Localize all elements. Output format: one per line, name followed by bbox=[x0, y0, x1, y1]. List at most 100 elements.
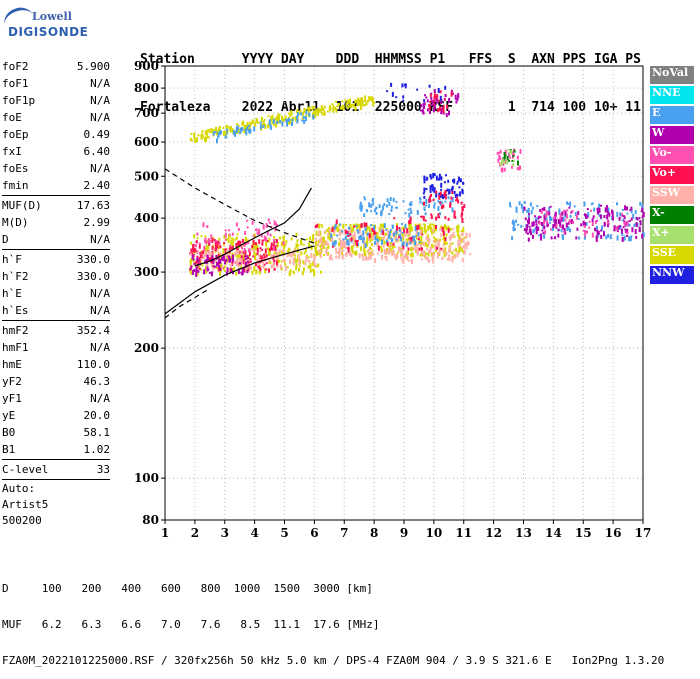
echo-point bbox=[526, 224, 529, 228]
param-row: M(D) 2.99 bbox=[2, 214, 110, 231]
echo-point bbox=[249, 265, 252, 270]
echo-point bbox=[570, 219, 573, 224]
echo-point bbox=[293, 258, 296, 261]
echo-point bbox=[263, 263, 266, 266]
echo-point bbox=[196, 237, 199, 240]
echo-point bbox=[192, 244, 195, 246]
echo-point bbox=[425, 253, 428, 255]
echo-point bbox=[606, 205, 609, 208]
echo-point bbox=[189, 137, 192, 141]
echo-point bbox=[630, 206, 633, 210]
echo-point bbox=[421, 252, 424, 257]
echo-point bbox=[284, 259, 287, 262]
echo-point bbox=[583, 224, 586, 228]
echo-point bbox=[376, 252, 379, 255]
echo-point bbox=[282, 246, 285, 251]
echo-point bbox=[239, 256, 242, 258]
echo-point bbox=[360, 104, 362, 110]
echo-point bbox=[190, 133, 193, 135]
echo-point bbox=[527, 207, 530, 213]
echo-point bbox=[316, 250, 319, 256]
echo-point bbox=[266, 247, 269, 251]
param-label: yF2 bbox=[2, 375, 22, 388]
echo-point bbox=[383, 240, 386, 245]
param-note: Auto: bbox=[2, 482, 36, 495]
echo-point bbox=[444, 190, 447, 194]
echo-point bbox=[439, 191, 442, 196]
echo-point bbox=[369, 238, 372, 243]
echo-point bbox=[456, 232, 459, 237]
echo-point bbox=[395, 229, 398, 235]
echo-point bbox=[621, 214, 624, 217]
echo-point bbox=[231, 254, 234, 260]
echo-point bbox=[353, 231, 356, 237]
echo-point bbox=[456, 252, 459, 258]
echo-point bbox=[424, 212, 427, 216]
param-row: foF2 5.900 bbox=[2, 58, 110, 75]
echo-point bbox=[231, 242, 234, 245]
param-value: 58.1 bbox=[83, 426, 111, 439]
echo-point bbox=[328, 227, 330, 231]
param-row: yF2 46.3 bbox=[2, 373, 110, 390]
echo-point bbox=[428, 84, 431, 88]
echo-point bbox=[267, 124, 270, 129]
param-label: foEs bbox=[2, 162, 29, 175]
echo-point bbox=[367, 226, 370, 229]
x-tick-label: 13 bbox=[515, 526, 532, 540]
echo-point bbox=[223, 242, 225, 246]
echo-point bbox=[457, 199, 460, 204]
echo-point bbox=[444, 239, 447, 245]
echo-point bbox=[247, 266, 250, 272]
echo-point bbox=[565, 222, 568, 228]
echo-point bbox=[425, 204, 427, 207]
echo-point bbox=[263, 235, 266, 241]
echo-point bbox=[272, 245, 275, 251]
echo-point bbox=[382, 223, 385, 229]
echo-point bbox=[268, 268, 270, 273]
echo-point bbox=[540, 209, 543, 214]
echo-point bbox=[575, 236, 578, 240]
echo-point bbox=[509, 201, 511, 206]
echo-point bbox=[401, 227, 404, 230]
echo-point bbox=[503, 167, 506, 172]
echo-point bbox=[469, 253, 472, 256]
echo-point bbox=[232, 237, 235, 243]
echo-point bbox=[238, 240, 241, 246]
echo-point bbox=[266, 231, 269, 236]
echo-point bbox=[333, 233, 336, 236]
param-label: MUF(D) bbox=[2, 199, 42, 212]
echo-point bbox=[453, 178, 456, 184]
echo-point bbox=[434, 238, 436, 244]
echo-point bbox=[449, 204, 451, 208]
echo-point bbox=[230, 240, 233, 246]
echo-point bbox=[605, 235, 608, 240]
echo-point bbox=[193, 134, 196, 139]
echo-point bbox=[341, 104, 344, 110]
echo-point bbox=[537, 216, 540, 220]
echo-point bbox=[404, 231, 407, 237]
model-curve-solid bbox=[164, 245, 315, 315]
echo-point bbox=[411, 246, 414, 251]
echo-point bbox=[408, 240, 410, 245]
echo-point bbox=[282, 241, 285, 246]
echo-point bbox=[211, 238, 214, 243]
echo-point bbox=[417, 238, 420, 240]
echo-point bbox=[200, 134, 203, 140]
param-value: 330.0 bbox=[76, 253, 110, 266]
echo-point bbox=[447, 227, 450, 233]
param-value: N/A bbox=[90, 392, 110, 405]
echo-point bbox=[315, 246, 317, 251]
echo-point bbox=[355, 250, 358, 256]
echo-point bbox=[354, 99, 357, 104]
echo-point bbox=[535, 225, 538, 230]
echo-point bbox=[428, 103, 431, 107]
echo-point bbox=[452, 179, 454, 183]
echo-point bbox=[441, 256, 444, 260]
echo-point bbox=[238, 257, 241, 262]
echo-point bbox=[210, 252, 213, 256]
echo-point bbox=[240, 271, 243, 274]
x-tick-label: 12 bbox=[485, 526, 502, 540]
echo-point bbox=[241, 247, 243, 250]
echo-point bbox=[286, 266, 289, 269]
y-tick-label: 600 bbox=[134, 135, 159, 149]
